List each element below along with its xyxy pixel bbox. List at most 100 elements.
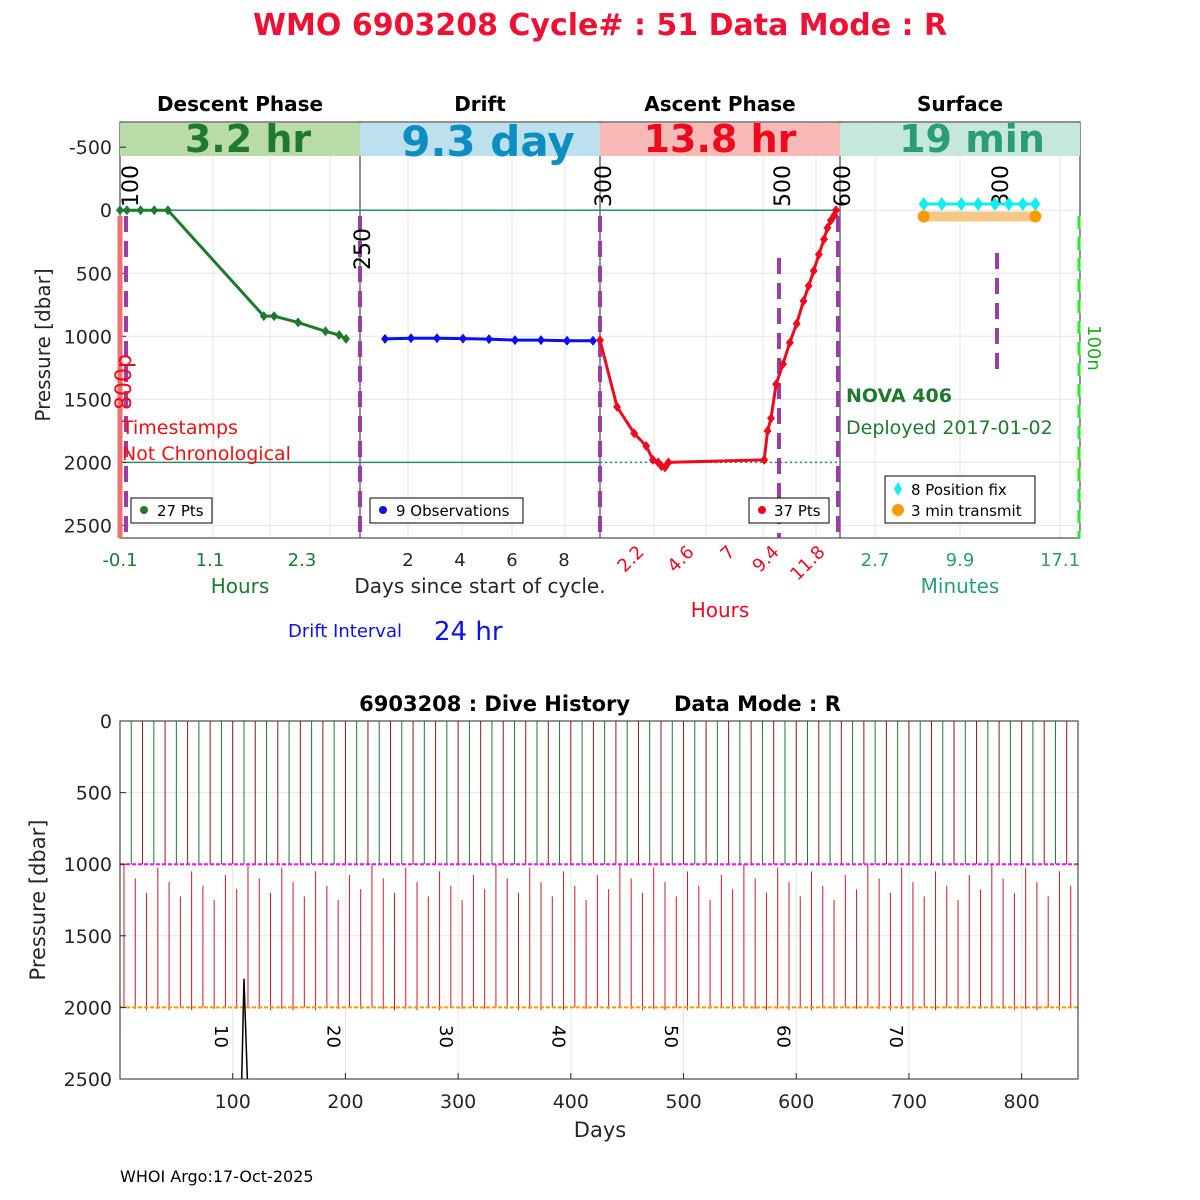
ascent-point: [785, 337, 794, 348]
descent-line: [120, 208, 347, 341]
drift-x-tick-label: 2: [402, 550, 413, 571]
legend-drift-marker: [379, 506, 387, 514]
drift-point: [407, 333, 415, 344]
bottom-x-tick-label: 100: [215, 1091, 251, 1113]
position-fix-point: [936, 196, 947, 211]
drift-x-tick-label: 4: [454, 550, 465, 571]
surface-duration: 19 min: [899, 117, 1045, 161]
bottom-y-tick-label: 1000: [64, 854, 112, 876]
ascent-point: [809, 265, 818, 276]
transmit-point: [1029, 210, 1042, 223]
footer-credit: WHOI Argo:17-Oct-2025: [120, 1167, 314, 1186]
drift-point: [589, 335, 597, 346]
top-y-tick-label: 0: [100, 200, 112, 222]
legend-drift-label: 9 Observations: [396, 502, 510, 520]
ascent-point: [642, 440, 651, 451]
position-fix-point: [989, 196, 1000, 211]
top-panel: Descent Phase Drift Ascent Phase Surface…: [31, 92, 1104, 647]
surface-x-tick-label: 2.7: [861, 550, 890, 571]
marker-250-label: 250: [351, 228, 376, 270]
bottom-x-tick-label: 700: [891, 1091, 927, 1113]
drift-point: [537, 335, 545, 346]
ascent-x-tick-label: 11.8: [786, 542, 829, 585]
ascent-point: [613, 401, 622, 412]
drift-x-tick-label: 6: [506, 550, 517, 571]
phase-markers: 100 250 300 500 600 800 800p 100n: [112, 165, 1104, 538]
bottom-y-tick-label: 1500: [64, 926, 112, 948]
phase-frame: [599, 121, 841, 539]
phase-ascent-name: Ascent Phase: [644, 92, 795, 116]
bottom-x-tick-label: 500: [665, 1091, 701, 1113]
phase-frame: [359, 121, 601, 539]
descent-point: [259, 311, 268, 322]
descent-point: [335, 330, 344, 341]
drift-interval-label: Drift Interval: [288, 621, 402, 642]
descent-xunit: Hours: [211, 574, 270, 598]
bottom-panel: 6903208 : Dive History Data Mode : R Pre…: [26, 692, 1079, 1142]
position-fix-point: [918, 196, 929, 211]
legend-surface: 8 Position fix 3 min transmit: [884, 475, 1036, 524]
top-y-tick-label: 1000: [64, 326, 112, 348]
bottom-y-tick-label: 500: [76, 783, 112, 805]
ascent-x-tick-label: 2.2: [613, 542, 648, 577]
descent-point: [122, 205, 131, 216]
legend-tx-marker: [892, 504, 904, 516]
descent-band: [120, 123, 360, 156]
surface-xunit: Minutes: [921, 574, 1000, 598]
top-y-tick-label: 2000: [64, 452, 112, 474]
top-y-tick-label: -500: [69, 137, 112, 159]
drift-point: [381, 333, 389, 344]
drift-band: [360, 123, 600, 156]
drift-point: [511, 335, 519, 346]
bottom-x-tick-label: 300: [440, 1091, 476, 1113]
ascent-duration: 13.8 hr: [644, 117, 797, 161]
surface-x-tick-label: 9.9: [946, 550, 975, 571]
bottom-y-tick-label: 2500: [64, 1069, 112, 1091]
figure-title: WMO 6903208 Cycle# : 51 Data Mode : R: [253, 8, 947, 43]
drift-point: [433, 333, 441, 344]
ascent-point: [820, 234, 829, 245]
phase-drift-name: Drift: [454, 92, 506, 116]
marker-800p-label: 800p: [112, 354, 137, 410]
descent-point: [163, 205, 172, 216]
ascent-point: [799, 296, 808, 307]
bottom-series: [119, 721, 1078, 1080]
cycle-number-label: 60: [773, 1025, 794, 1048]
phase-descent-name: Descent Phase: [157, 92, 323, 116]
descent-point: [321, 326, 330, 337]
ascent-point: [767, 413, 776, 424]
surface-x-tick-label: 17.1: [1040, 550, 1080, 571]
legend-drift: 9 Observations: [369, 497, 524, 524]
ascent-point: [814, 249, 823, 260]
ascent-point: [832, 205, 840, 216]
descent-point: [270, 311, 279, 322]
descent-point: [116, 205, 124, 216]
bottom-axes-frame: [119, 720, 1079, 1080]
position-fix-point: [1003, 196, 1014, 211]
legend-descent-label: 27 Pts: [157, 502, 204, 520]
phase-surface-name: Surface: [917, 92, 1003, 116]
bottom-y-tick-label: 2000: [64, 997, 112, 1019]
ascent-point: [596, 335, 604, 346]
descent-duration: 3.2 hr: [185, 117, 312, 161]
drift-duration: 9.3 day: [401, 117, 575, 166]
descent-point: [150, 205, 159, 216]
marker-300-label: 300: [592, 165, 617, 207]
warning-line-1: Timestamps: [121, 417, 238, 439]
drift-x-tick-label: 8: [558, 550, 569, 571]
marker-500-label: 500: [771, 165, 796, 207]
bottom-x-tick-label: 400: [553, 1091, 589, 1113]
legend-fix-marker: [894, 482, 902, 496]
top-y-tick-label: 500: [76, 263, 112, 285]
transmit-point: [917, 210, 930, 223]
top-y-tick-label: 1500: [64, 389, 112, 411]
ascent-point: [792, 318, 801, 329]
drift-interval-value: 24 hr: [434, 617, 503, 647]
ascent-point: [664, 457, 673, 468]
position-fix-point: [973, 196, 984, 211]
ascent-point: [760, 454, 769, 465]
ascent-line: [598, 209, 838, 470]
ascent-x-tick-label: 4.6: [663, 542, 698, 577]
top-ylabel: Pressure [dbar]: [31, 268, 55, 421]
